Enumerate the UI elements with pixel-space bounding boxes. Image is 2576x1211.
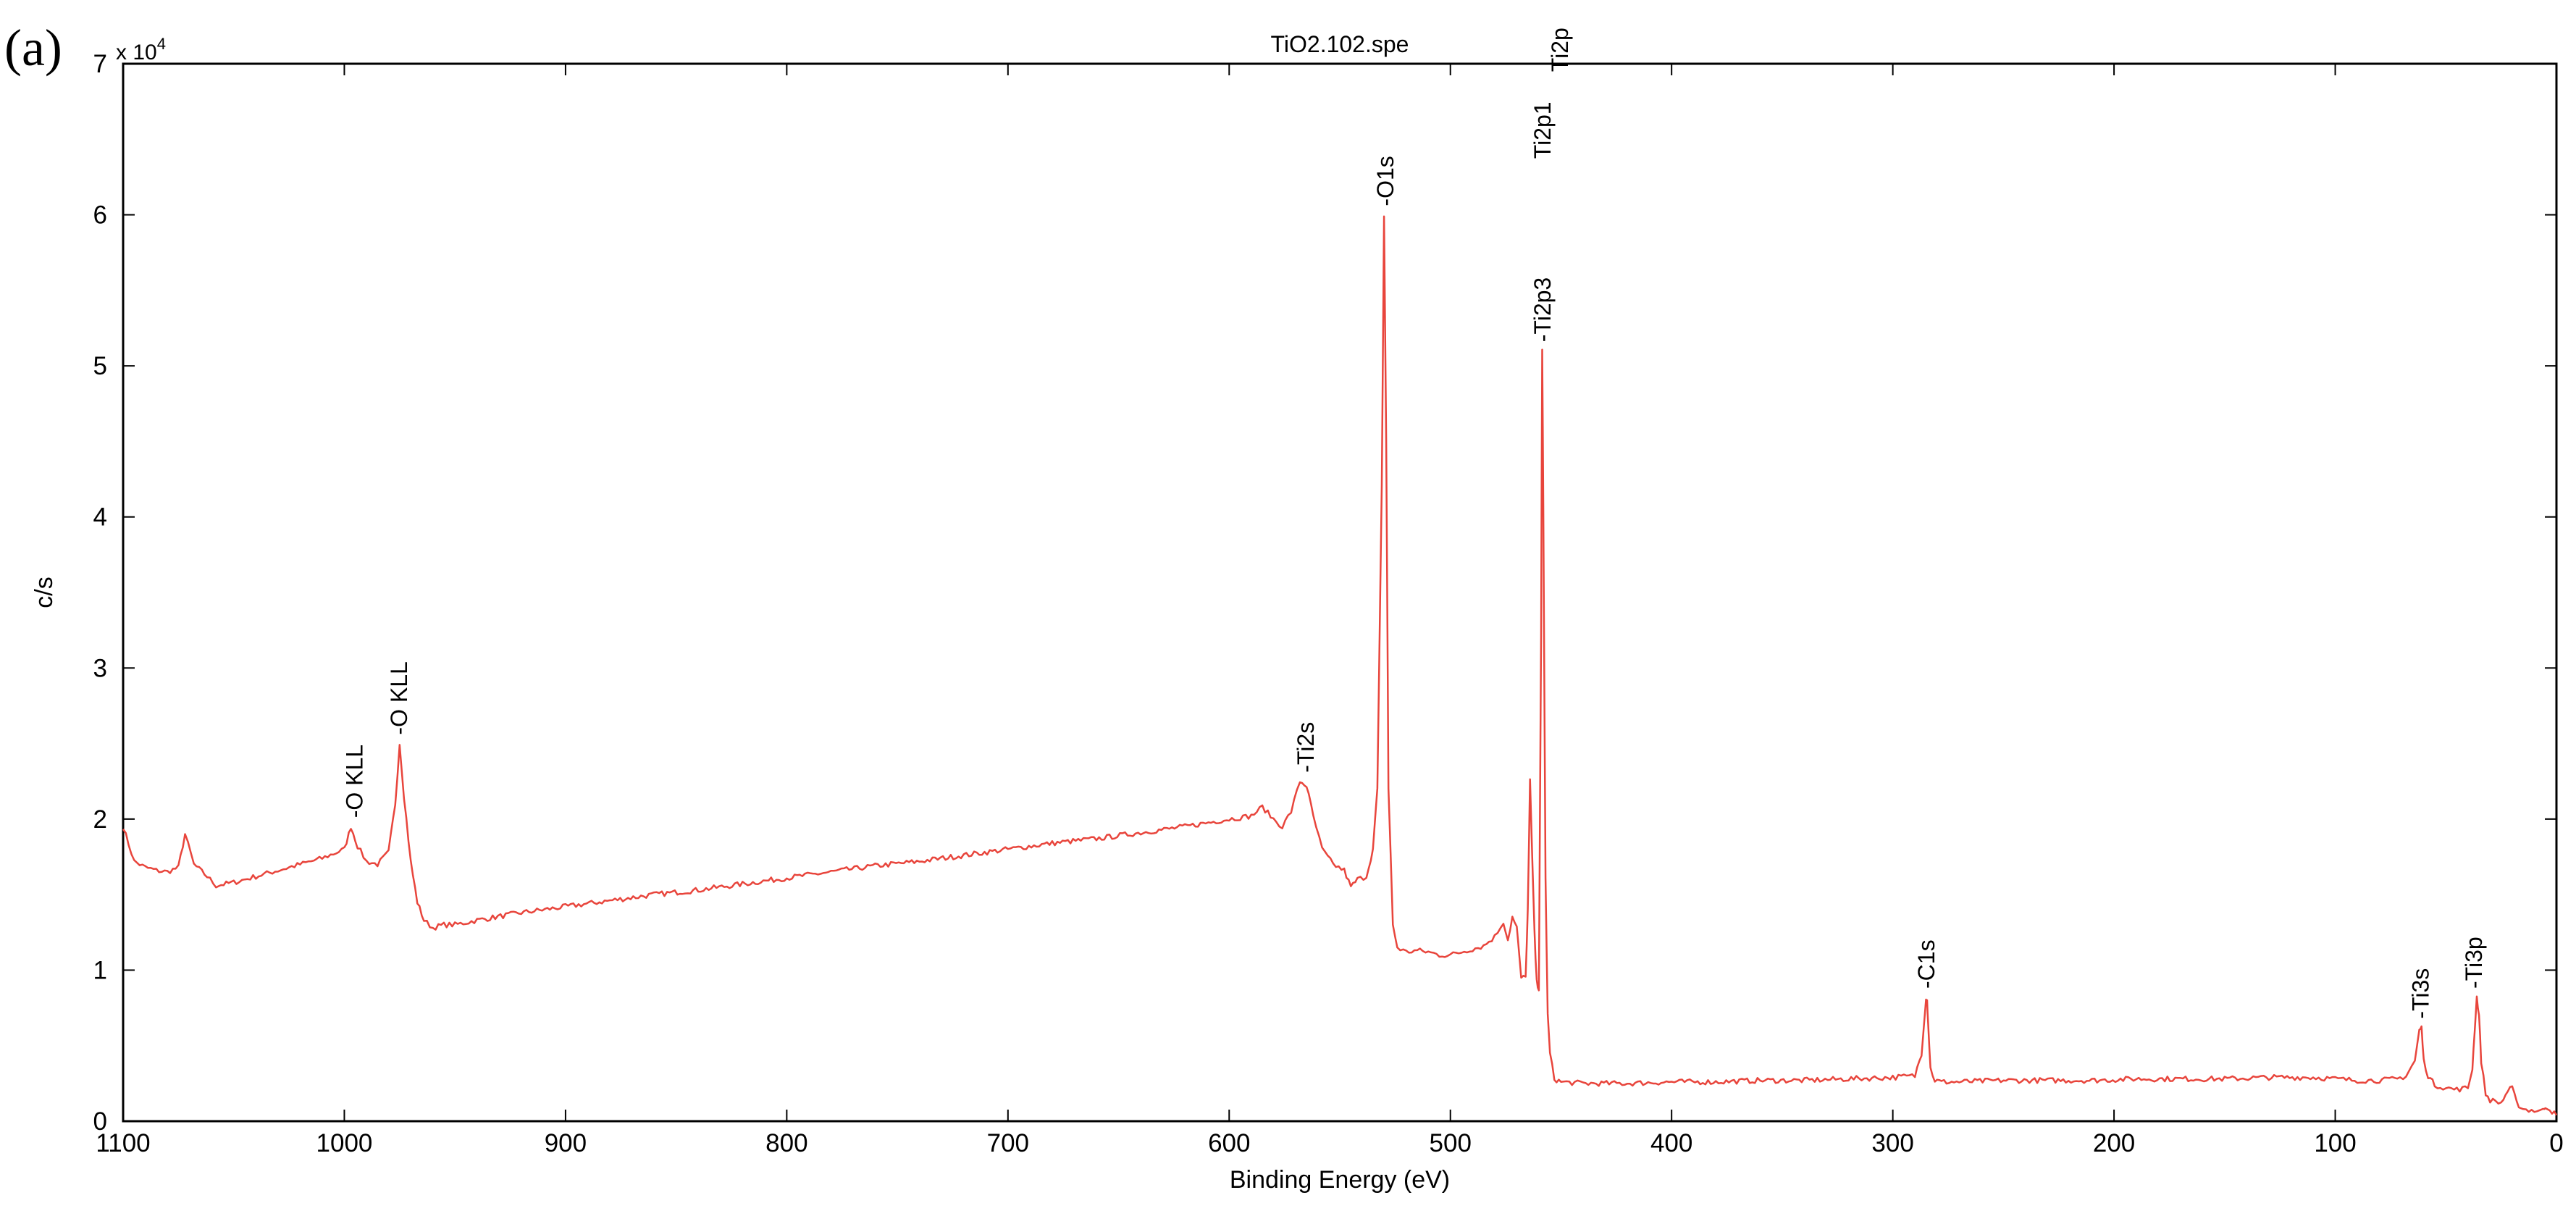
x-tick-label: 500 — [1430, 1129, 1472, 1157]
peak-label: -Ti2p3 — [1530, 277, 1556, 343]
peak-label: Ti2p — [1547, 28, 1573, 72]
plot-area — [122, 62, 2558, 1123]
x-axis-label: Binding Energy (eV) — [1230, 1166, 1450, 1194]
y-tick-label: 4 — [93, 503, 107, 532]
x-tick-label: 800 — [765, 1129, 807, 1157]
y-tick-label: 1 — [93, 956, 107, 984]
x-tick-label: 300 — [1871, 1129, 1913, 1157]
y-tick-label: 5 — [93, 352, 107, 380]
y-tick-label: 6 — [93, 201, 107, 230]
peak-label: -Ti3p — [2461, 936, 2487, 989]
y-tick-label: 3 — [93, 654, 107, 682]
y-tick-label: 0 — [93, 1107, 107, 1136]
x-tick-label: 600 — [1208, 1129, 1250, 1157]
peak-label: Ti2p1 — [1530, 101, 1556, 159]
panel-label: (a) — [4, 19, 62, 77]
peak-label: -C1s — [1913, 939, 1939, 989]
x-tick-label: 700 — [987, 1129, 1029, 1157]
peak-label: -Ti2s — [1293, 722, 1319, 773]
axis-ticks — [122, 63, 2557, 1122]
chart-title: TiO2.102.spe — [1271, 31, 1409, 57]
x-tick-label: 900 — [545, 1129, 587, 1157]
y-axis-label: c/s — [30, 577, 58, 608]
y-tick-label: 2 — [93, 805, 107, 834]
x-tick-label: 1000 — [316, 1129, 373, 1157]
x-tick-label: 1100 — [96, 1129, 150, 1157]
x-tick-label: 400 — [1650, 1129, 1692, 1157]
peak-label: -O KLL — [386, 661, 412, 734]
peak-label: -O KLL — [342, 745, 368, 818]
x-tick-label: 200 — [2093, 1129, 2135, 1157]
y-multiplier-exponent: 4 — [157, 35, 166, 53]
x-tick-label: 100 — [2314, 1129, 2356, 1157]
x-tick-label: 0 — [2549, 1129, 2563, 1157]
spectrum-line — [122, 215, 2558, 1116]
axis-tick-labels: 1100 1000 900 800 700 600 500 400 300 200 100 00123… — [93, 50, 2564, 1157]
peak-label: -Ti3s — [2408, 968, 2434, 1019]
y-tick-label: 7 — [93, 50, 107, 78]
peak-labels: -O KLL -O KLL -Ti2s -O1s -Ti2p3 Ti2p1 Ti2p -C1s… — [342, 28, 2487, 1018]
y-multiplier: x 104 — [116, 35, 166, 64]
peak-label: -O1s — [1372, 156, 1398, 206]
y-multiplier-base: x 10 — [116, 41, 157, 64]
